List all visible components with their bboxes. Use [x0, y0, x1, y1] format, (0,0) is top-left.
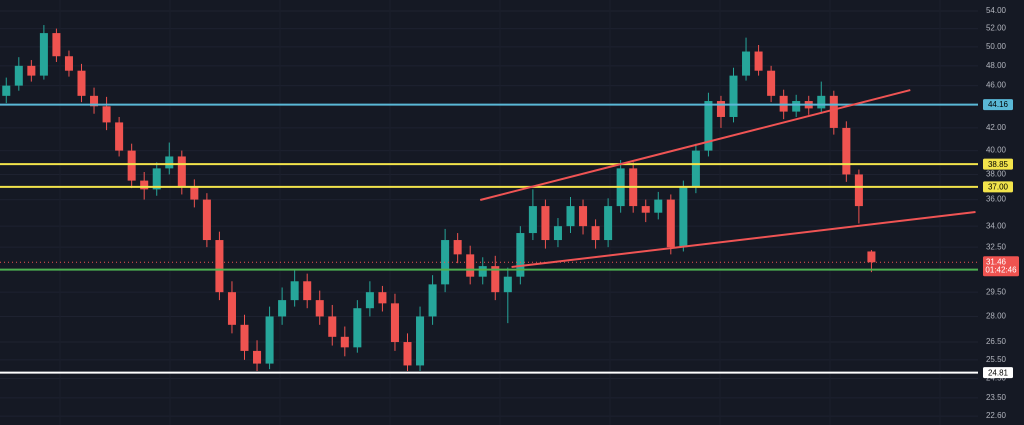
candle-body	[278, 300, 287, 317]
candle-body	[679, 186, 688, 248]
candle-body	[767, 70, 776, 96]
y-tick-label: 32.50	[986, 242, 1007, 251]
candle-body	[190, 186, 199, 200]
candle-body	[165, 156, 174, 169]
candle-body	[315, 300, 324, 317]
candle-body	[177, 156, 186, 187]
candle-body	[478, 266, 487, 277]
y-tick-label: 25.50	[986, 355, 1007, 364]
candle-body	[2, 85, 11, 96]
y-tick-label: 29.50	[986, 287, 1007, 296]
y-tick-label: 22.60	[986, 411, 1007, 420]
y-tick-label: 28.00	[986, 312, 1007, 321]
y-tick-label: 48.00	[986, 61, 1007, 70]
candle-body	[528, 206, 537, 234]
trendline	[479, 89, 911, 201]
candle-body	[14, 65, 23, 86]
candle-body	[704, 101, 713, 151]
level-label: 44.16	[988, 100, 1009, 109]
candle-body	[503, 276, 512, 293]
candle-body	[867, 251, 876, 263]
level-label-box	[983, 99, 1013, 111]
candle-body	[140, 180, 149, 190]
candle-body	[854, 174, 863, 207]
candle-body	[152, 168, 161, 190]
candle-body	[403, 342, 412, 366]
candle-body	[215, 240, 224, 293]
candle-body	[39, 33, 48, 76]
candle-body	[491, 266, 500, 293]
candle-body	[202, 199, 211, 241]
y-tick-label: 46.00	[986, 81, 1007, 90]
level-label: 37.00	[988, 182, 1009, 191]
y-tick-label: 52.00	[986, 24, 1007, 33]
candle-body	[240, 324, 249, 351]
candle-body	[340, 336, 349, 348]
level-label: 38.85	[988, 160, 1009, 169]
candle-body	[390, 303, 399, 343]
candle-body	[52, 33, 61, 57]
candle-body	[641, 206, 650, 213]
candle-body	[792, 101, 801, 112]
candle-body	[829, 95, 838, 128]
trendline	[511, 211, 976, 269]
candle-body	[27, 65, 36, 76]
y-tick-label: 38.00	[986, 170, 1007, 179]
candle-body	[328, 316, 337, 337]
candle-body	[541, 206, 550, 241]
candle-body	[842, 127, 851, 175]
candle-body	[453, 240, 462, 255]
y-tick-label: 40.00	[986, 146, 1007, 155]
candle-body	[742, 51, 751, 76]
candle-body	[90, 95, 99, 107]
candle-body	[265, 316, 274, 364]
candle-body	[666, 199, 675, 248]
candle-body	[604, 206, 613, 241]
candle-body	[77, 70, 86, 96]
candle-body	[127, 150, 136, 181]
candle-body	[553, 226, 562, 241]
candle-body	[428, 284, 437, 317]
candle-body	[102, 106, 111, 123]
candle-body	[64, 56, 73, 71]
candle-body	[817, 95, 826, 109]
y-tick-label: 36.00	[986, 195, 1007, 204]
candle-body	[416, 316, 425, 366]
y-tick-label: 54.00	[986, 6, 1007, 15]
countdown-label: 01:42:46	[985, 265, 1017, 274]
level-label: 24.81	[988, 368, 1009, 377]
candle-body	[716, 101, 725, 117]
last-price-label: 31.46	[986, 257, 1007, 266]
candle-body	[303, 281, 312, 301]
y-tick-label: 34.00	[986, 221, 1007, 230]
candle-body	[227, 292, 236, 325]
y-tick-label: 23.50	[986, 393, 1007, 402]
candle-body	[691, 150, 700, 187]
candle-body	[441, 240, 450, 285]
last-price-box	[983, 256, 1019, 277]
candle-body	[729, 75, 738, 117]
candle-body	[516, 233, 525, 277]
y-tick-label: 50.00	[986, 42, 1007, 51]
candle-body	[466, 254, 475, 277]
candle-body	[365, 292, 374, 309]
level-label-box	[983, 158, 1013, 170]
candle-body	[253, 350, 262, 364]
candle-body	[591, 226, 600, 241]
y-tick-label: 26.50	[986, 337, 1007, 346]
candle-body	[754, 51, 763, 71]
candle-body	[353, 308, 362, 348]
candle-body	[654, 199, 663, 213]
y-tick-label: 42.00	[986, 123, 1007, 132]
candle-body	[566, 206, 575, 227]
candle-body	[290, 281, 299, 301]
candle-body	[115, 122, 124, 151]
candle-body	[579, 206, 588, 227]
candle-body	[378, 292, 387, 304]
level-label-box	[983, 367, 1013, 379]
level-label-box	[983, 181, 1013, 193]
